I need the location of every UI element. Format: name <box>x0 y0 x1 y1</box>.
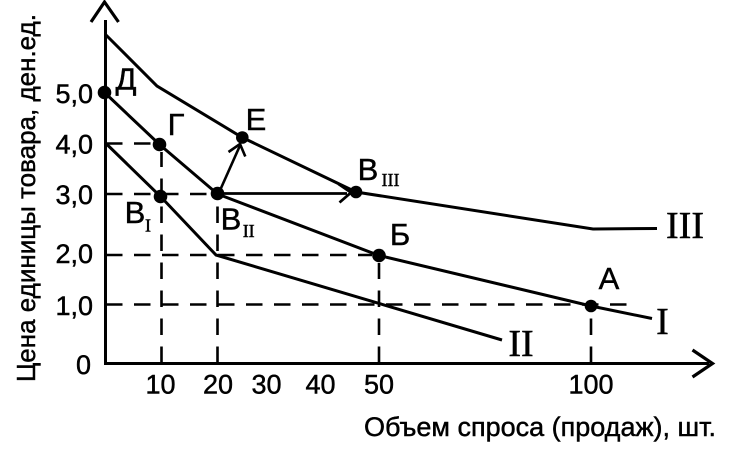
svg-text:0: 0 <box>76 350 91 380</box>
svg-text:I: I <box>656 301 669 343</box>
svg-text:1,0: 1,0 <box>55 291 93 321</box>
svg-text:III: III <box>666 205 704 247</box>
svg-text:В: В <box>125 195 146 230</box>
svg-text:Объем спроса (продаж), шт.: Объем спроса (продаж), шт. <box>364 412 716 442</box>
svg-text:3,0: 3,0 <box>55 180 93 210</box>
svg-text:Д: Д <box>116 62 137 97</box>
svg-text:50: 50 <box>364 370 394 400</box>
svg-text:Цена единицы товара, ден.ед.: Цена единицы товара, ден.ед. <box>11 14 41 382</box>
svg-text:II: II <box>243 221 255 241</box>
svg-text:А: А <box>599 261 620 296</box>
svg-text:Г: Г <box>168 107 185 142</box>
svg-text:40: 40 <box>305 370 335 400</box>
svg-text:2,0: 2,0 <box>55 239 93 269</box>
svg-text:30: 30 <box>251 370 281 400</box>
svg-text:10: 10 <box>145 370 175 400</box>
svg-text:В: В <box>358 152 379 187</box>
svg-text:В: В <box>221 202 242 237</box>
svg-text:II: II <box>508 323 533 365</box>
svg-text:20: 20 <box>203 370 233 400</box>
svg-text:I: I <box>145 216 151 236</box>
svg-text:Б: Б <box>390 217 410 252</box>
svg-text:4,0: 4,0 <box>55 130 93 160</box>
svg-text:5,0: 5,0 <box>55 79 93 109</box>
svg-text:100: 100 <box>568 370 613 400</box>
svg-text:III: III <box>382 170 400 190</box>
svg-text:Е: Е <box>246 102 267 137</box>
